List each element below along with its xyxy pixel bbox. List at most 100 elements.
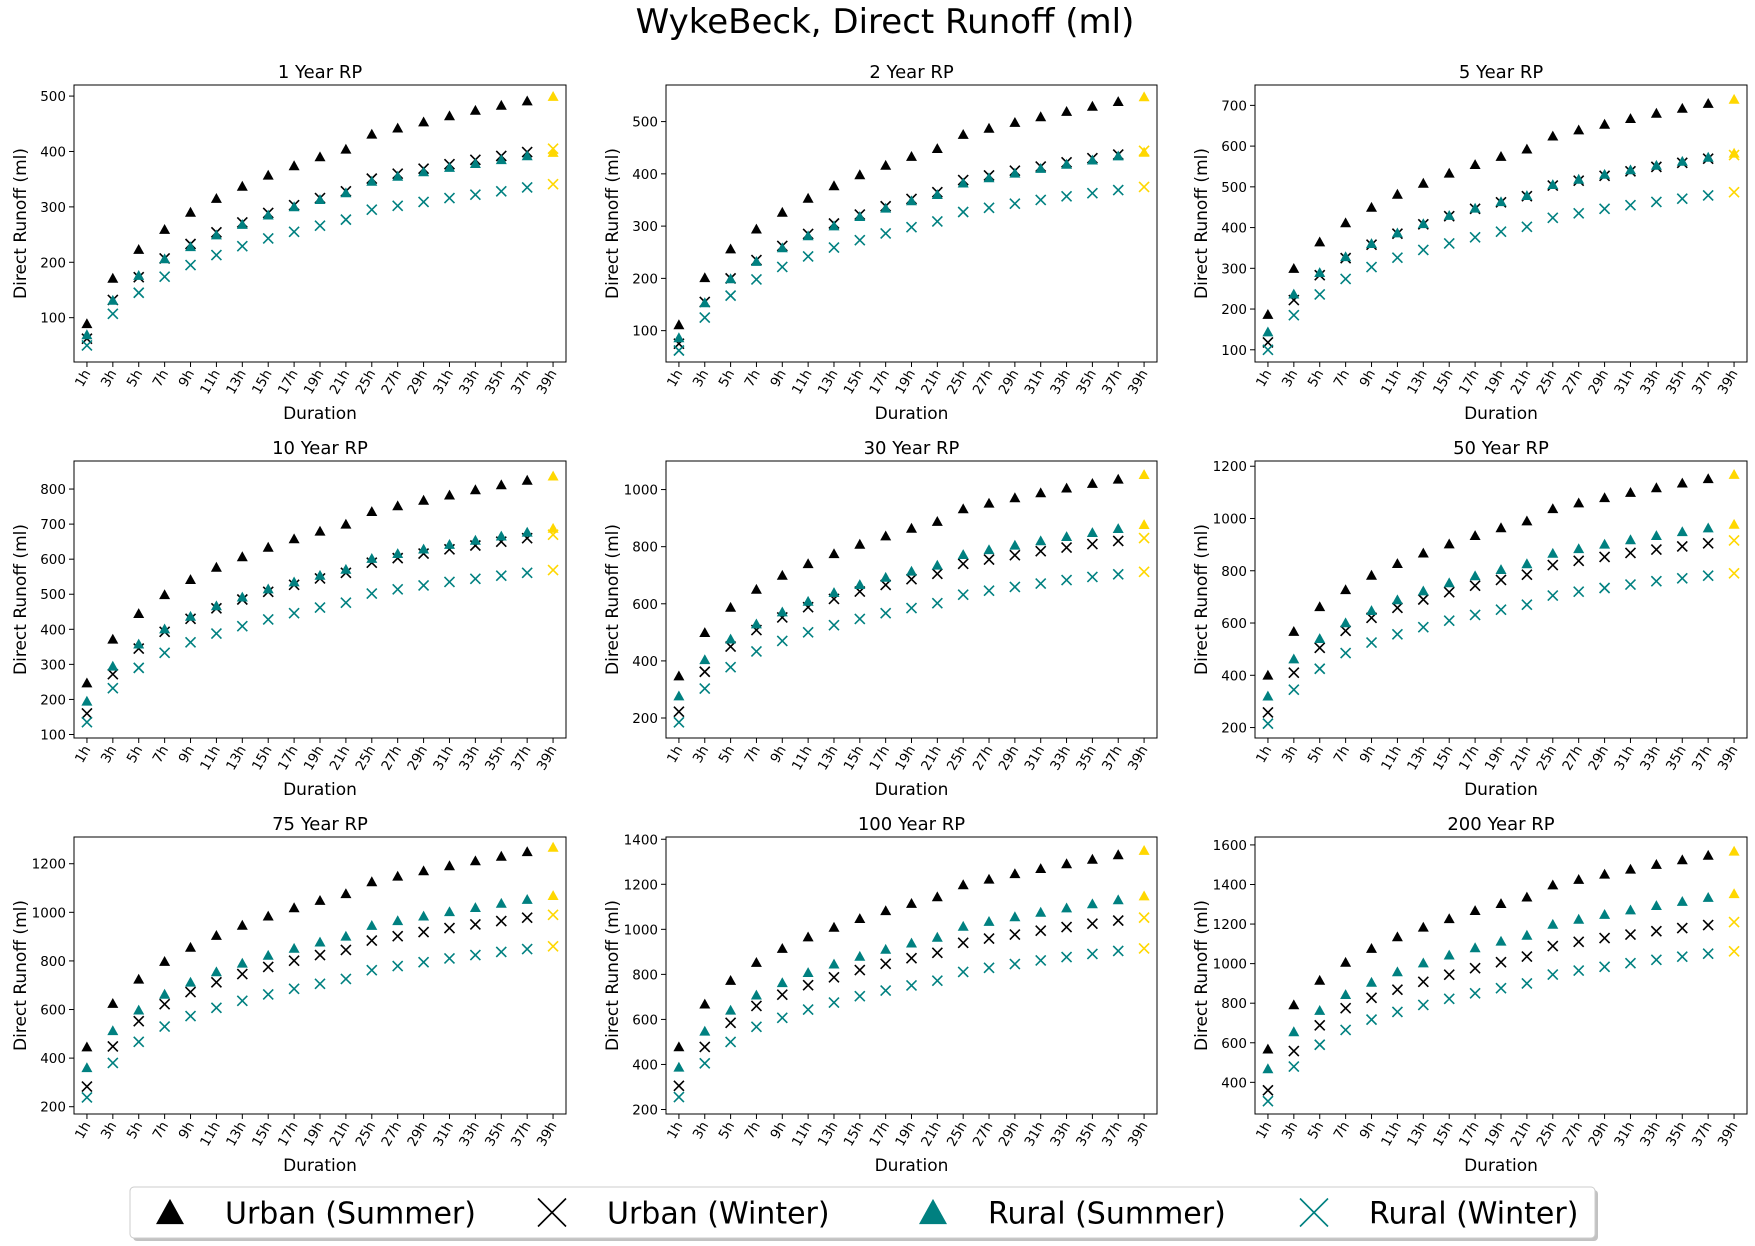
data-point — [957, 503, 969, 514]
x-tick-label: 27h — [970, 367, 997, 397]
data-point-stroke-b — [750, 1000, 763, 1012]
data-point — [906, 565, 917, 576]
data-point — [1599, 868, 1611, 879]
data-point-stroke-b — [802, 979, 814, 991]
data-point — [1366, 201, 1377, 212]
data-point — [802, 192, 814, 203]
data-point-stroke-b — [418, 956, 430, 968]
data-point — [495, 570, 507, 582]
data-point-stroke-b — [1009, 958, 1021, 970]
data-point — [184, 986, 197, 998]
data-point — [159, 271, 171, 283]
data-point — [1138, 532, 1150, 544]
data-point — [288, 902, 300, 913]
data-point-stroke-b — [828, 971, 840, 983]
data-point — [1547, 503, 1559, 514]
data-point — [1676, 155, 1688, 166]
data-point-stroke-b — [1521, 977, 1533, 989]
data-point — [185, 574, 196, 584]
data-point — [1340, 273, 1352, 285]
legend-entry-3: Rural (Summer) — [919, 1197, 1226, 1232]
data-point-stroke-b — [983, 962, 995, 974]
data-point — [1443, 538, 1455, 549]
data-point — [1650, 925, 1662, 937]
data-point — [1340, 989, 1352, 999]
data-point — [1009, 868, 1021, 879]
data-point — [1288, 1045, 1300, 1057]
x-tick-label: 13h — [223, 743, 250, 773]
data-point-stroke-b — [1495, 604, 1507, 616]
data-point — [1547, 547, 1559, 558]
data-point-stroke-b — [699, 312, 711, 324]
data-point — [750, 957, 762, 967]
x-axis-label: Duration — [1464, 1156, 1538, 1176]
data-point-stroke-b — [1086, 948, 1098, 960]
data-point — [133, 608, 145, 618]
x-tick-label: 19h — [1482, 367, 1509, 397]
x-tick-label: 25h — [1534, 1119, 1561, 1149]
data-point-stroke-b — [340, 214, 352, 226]
x-tick-label: 37h — [1099, 743, 1126, 773]
x-tick-label: 11h — [197, 743, 224, 773]
x-tick-label: 25h — [1534, 367, 1561, 397]
data-point-stroke-b — [1521, 599, 1533, 611]
data-point — [1112, 945, 1124, 957]
x-tick-label: 7h — [1331, 367, 1353, 390]
data-point-stroke-b — [1417, 621, 1429, 633]
data-point — [314, 936, 326, 947]
data-point — [133, 662, 145, 674]
data-point-stroke-b — [1340, 273, 1352, 285]
data-point — [495, 185, 507, 197]
data-point — [1469, 231, 1481, 243]
data-point — [1417, 244, 1429, 256]
data-point — [288, 955, 300, 967]
series-rural-winter — [81, 178, 559, 351]
data-point — [1443, 969, 1455, 981]
data-point-stroke-b — [1340, 647, 1352, 659]
chart-panel-3: 5 Year RP 100 200 300 400 500 600 700 1h 3h 5h 7h 9h… — [1192, 62, 1748, 424]
data-point — [469, 918, 481, 931]
data-point-stroke-b — [1391, 628, 1403, 640]
data-point — [1547, 212, 1559, 224]
data-point — [776, 606, 788, 617]
data-point — [931, 516, 943, 526]
x-tick-label: 31h — [430, 743, 457, 773]
data-point — [1314, 633, 1326, 643]
data-point-stroke-b — [469, 918, 481, 931]
data-point — [314, 895, 326, 905]
data-point — [107, 668, 119, 680]
x-tick-label: 21h — [327, 1119, 354, 1149]
data-point — [1728, 518, 1740, 529]
data-point-stroke-b — [1086, 187, 1098, 199]
data-point-stroke-b — [236, 620, 248, 632]
series-rural-winter — [673, 566, 1150, 728]
data-point-stroke-b — [957, 206, 969, 218]
data-point — [854, 538, 866, 549]
data-point — [1035, 111, 1047, 122]
series-rural-summer — [1262, 888, 1740, 1074]
data-point — [236, 995, 248, 1007]
y-tick-label: 600 — [40, 552, 66, 568]
data-point-stroke-b — [236, 995, 248, 1007]
data-point — [1728, 916, 1740, 928]
data-point-stroke-b — [725, 1036, 737, 1048]
data-point — [1009, 581, 1021, 593]
data-point — [776, 635, 788, 647]
data-point — [957, 920, 969, 931]
x-tick-label: 25h — [944, 743, 971, 773]
data-point — [159, 253, 171, 264]
data-point-stroke-b — [392, 583, 404, 595]
data-point — [418, 494, 430, 505]
x-tick-label: 25h — [353, 367, 380, 397]
data-point — [673, 1061, 685, 1072]
data-point-stroke-b — [880, 607, 892, 619]
data-point — [495, 946, 507, 958]
data-point — [1650, 954, 1662, 966]
data-point — [547, 841, 559, 852]
data-point — [957, 558, 969, 570]
x-tick-label: 19h — [301, 1119, 328, 1149]
y-axis-label: Direct Runoff (ml) — [1192, 524, 1212, 675]
data-point — [107, 682, 119, 694]
data-point — [1366, 569, 1377, 580]
x-tick-label: 39h — [1715, 1119, 1742, 1149]
